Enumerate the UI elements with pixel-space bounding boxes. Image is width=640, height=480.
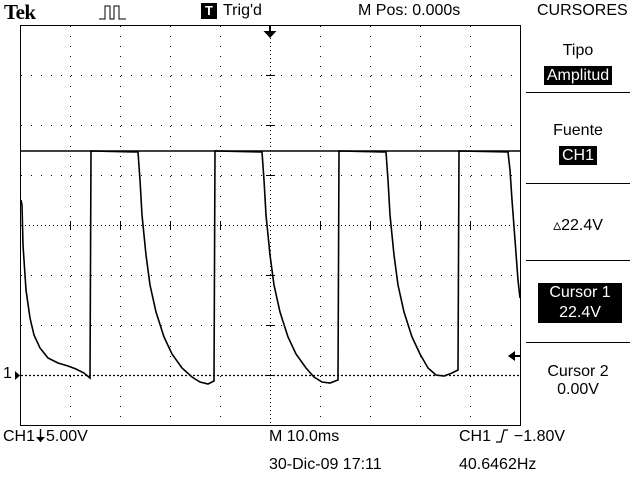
cursor-2-button[interactable]: Cursor 2 0.00V bbox=[526, 363, 630, 399]
rising-edge-icon bbox=[496, 429, 509, 443]
delta-icon: ▵ bbox=[553, 217, 562, 234]
source-value: CH1 bbox=[558, 146, 597, 165]
channel-scale-name: CH1 bbox=[3, 428, 36, 445]
source-option-button[interactable]: CH1 bbox=[526, 146, 630, 165]
source-label: Fuente bbox=[553, 122, 603, 139]
cursor-2-label: Cursor 2 bbox=[547, 363, 609, 380]
delta-voltage-value: 22.4V bbox=[561, 217, 603, 234]
trigger-level: −1.80V bbox=[513, 428, 566, 445]
frequency-readout: 40.6462Hz bbox=[459, 456, 537, 473]
cursor-1-button[interactable]: Cursor 1 22.4V bbox=[538, 283, 622, 323]
pulse-waveform-icon bbox=[99, 5, 126, 20]
cursor-1-value: 22.4V bbox=[559, 304, 601, 321]
trigger-badge: T bbox=[201, 3, 217, 19]
trigger-source: CH1 bbox=[459, 428, 492, 445]
cursor-2-value: 0.00V bbox=[557, 381, 599, 398]
menu-title: CURSORES bbox=[537, 2, 628, 19]
graticule-center-axes bbox=[21, 26, 520, 425]
cursor-1-label: Cursor 1 bbox=[549, 284, 611, 301]
date-time: 30-Dic-09 17:11 bbox=[269, 456, 382, 473]
horizontal-position: M Pos: 0.000s bbox=[358, 2, 461, 19]
trigger-status: Trig'd bbox=[223, 2, 262, 19]
side-menu: Tipo Amplitud Fuente CH1 ▵22.4V Cursor 1… bbox=[526, 22, 630, 422]
trigger-position-icon bbox=[263, 31, 277, 38]
type-option-button[interactable]: Amplitud bbox=[526, 66, 630, 85]
brand-logo: Tek bbox=[4, 0, 36, 24]
ch1-trace bbox=[20, 150, 521, 385]
channel-scale: CH1 5.00V bbox=[3, 428, 88, 446]
trigger-setting: CH1 −1.80V bbox=[459, 428, 565, 446]
delta-voltage-readout: ▵22.4V bbox=[526, 215, 630, 235]
trigger-level-icon bbox=[508, 351, 515, 361]
type-value: Amplitud bbox=[543, 66, 613, 85]
graticule-border bbox=[20, 25, 521, 426]
channel-ground-icon bbox=[15, 371, 20, 380]
channel-scale-value: 5.00V bbox=[46, 428, 88, 445]
type-label: Tipo bbox=[562, 42, 594, 59]
time-scale: M 10.0ms bbox=[269, 428, 340, 445]
coupling-dc-icon bbox=[36, 429, 46, 442]
channel-marker: 1 bbox=[3, 365, 12, 382]
